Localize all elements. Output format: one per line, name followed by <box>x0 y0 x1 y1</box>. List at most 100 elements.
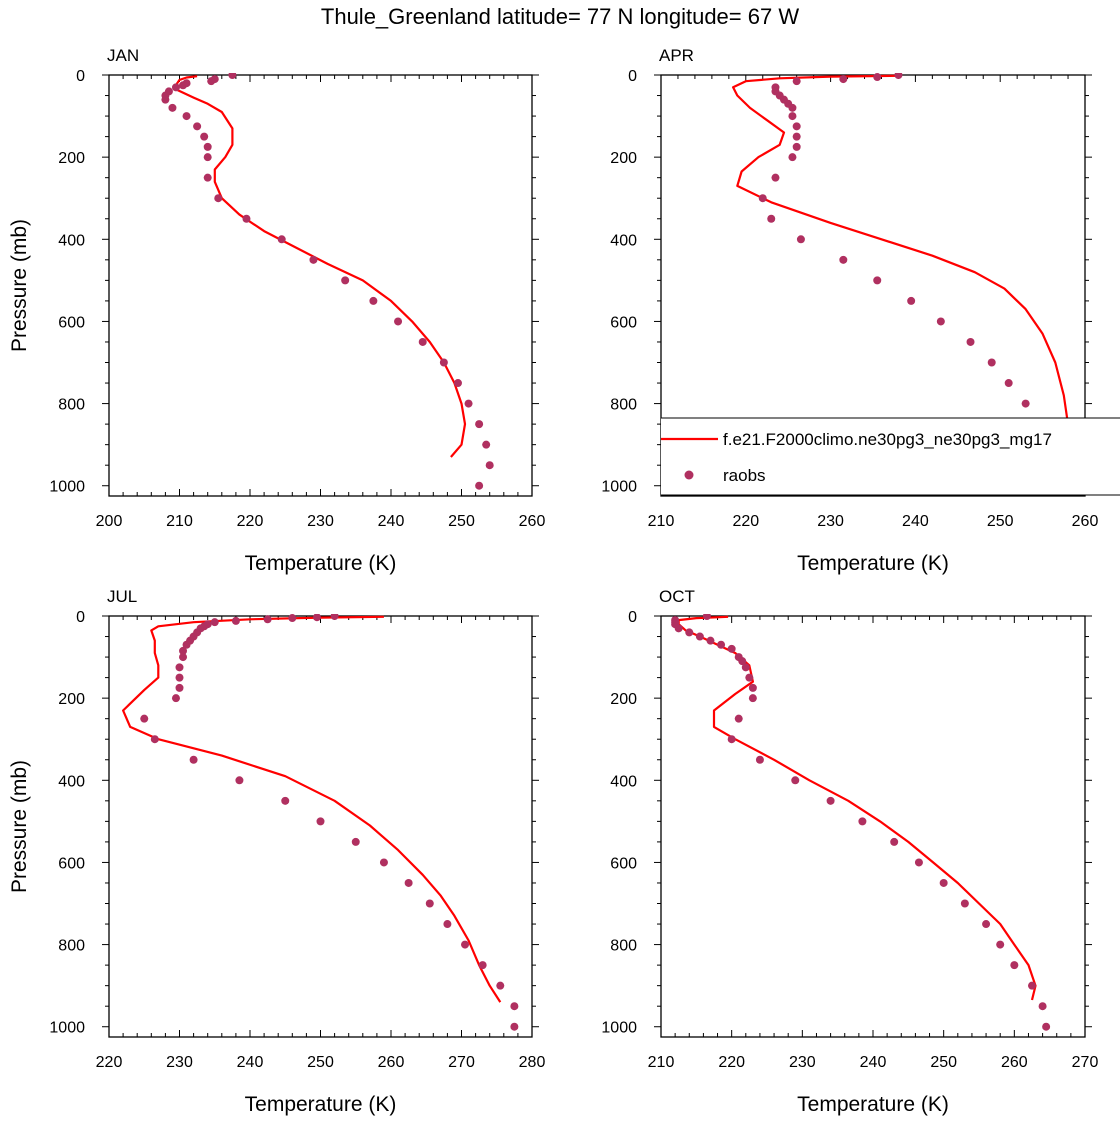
raobs-point <box>171 83 180 92</box>
panel-title: JUL <box>107 587 137 606</box>
raobs-point <box>369 296 378 305</box>
raobs-point <box>982 920 991 929</box>
raobs-point <box>175 673 184 682</box>
x-tick-label: 250 <box>987 513 1014 530</box>
raobs-point <box>788 153 797 162</box>
plot-data <box>161 73 494 490</box>
plot-data <box>122 614 519 1031</box>
raobs-point <box>461 940 470 949</box>
raobs-point <box>1038 1002 1047 1011</box>
raobs-point <box>839 255 848 264</box>
raobs-point <box>741 663 750 672</box>
x-tick-label: 250 <box>448 513 475 530</box>
x-tick-label: 210 <box>166 513 193 530</box>
raobs-point <box>960 899 969 908</box>
x-tick-label: 240 <box>860 1054 887 1071</box>
plot-frame <box>108 74 533 497</box>
y-tick-label: 200 <box>610 150 637 167</box>
panel-title: APR <box>659 46 694 65</box>
legend-background <box>661 418 1120 495</box>
y-tick-label: 400 <box>610 232 637 249</box>
y-tick-label: 400 <box>610 773 637 790</box>
raobs-point <box>439 358 448 367</box>
x-axis-label: Temperature (K) <box>797 552 949 575</box>
raobs-point <box>695 632 704 641</box>
raobs-point <box>738 657 747 666</box>
raobs-point <box>175 683 184 692</box>
raobs-point <box>175 663 184 672</box>
y-tick-label: 400 <box>58 232 85 249</box>
x-tick-label: 240 <box>902 513 929 530</box>
raobs-point <box>179 81 188 90</box>
raobs-point <box>727 644 736 653</box>
raobs-point <box>443 920 452 929</box>
raobs-point <box>717 640 726 649</box>
x-tick-label: 270 <box>1072 1054 1099 1071</box>
raobs-point <box>404 878 413 887</box>
y-tick-label: 1000 <box>49 1020 85 1037</box>
raobs-point <box>281 796 290 805</box>
raobs-point <box>674 624 683 633</box>
raobs-point <box>309 255 318 264</box>
raobs-point <box>792 77 801 86</box>
figure-title: Thule_Greenland latitude= 77 N longitude… <box>320 4 800 29</box>
raobs-point <box>485 461 494 470</box>
raobs-point <box>510 1022 519 1031</box>
y-tick-label: 1000 <box>601 479 637 496</box>
y-axis-label: Pressure (mb) <box>8 760 31 893</box>
y-axis-label: Pressure (mb) <box>8 219 31 352</box>
raobs-point <box>996 940 1005 949</box>
raobs-point <box>200 132 209 141</box>
x-tick-label: 260 <box>519 513 546 530</box>
plot-frame <box>660 615 1086 1038</box>
model-series-line <box>677 615 1037 1001</box>
plot-frame <box>108 615 533 1038</box>
raobs-point <box>341 276 350 285</box>
raobs-point <box>482 440 491 449</box>
y-tick-label: 0 <box>628 609 637 626</box>
raobs-point <box>788 103 797 112</box>
raobs-point <box>907 296 916 305</box>
y-tick-label: 0 <box>76 609 85 626</box>
raobs-point <box>478 961 487 970</box>
raobs-point <box>873 73 882 82</box>
x-tick-label: 230 <box>817 513 844 530</box>
raobs-point <box>288 614 297 623</box>
x-tick-label: 220 <box>237 513 264 530</box>
raobs-point <box>890 837 899 846</box>
raobs-point <box>788 112 797 121</box>
raobs-point <box>792 132 801 141</box>
panel-title: JAN <box>107 46 139 65</box>
raobs-point <box>179 646 188 655</box>
raobs-point <box>189 755 198 764</box>
raobs-point <box>228 73 237 79</box>
raobs-point <box>771 173 780 182</box>
raobs-point <box>748 694 757 703</box>
y-tick-label: 800 <box>58 938 85 955</box>
raobs-point <box>758 194 767 203</box>
raobs-point <box>330 614 339 620</box>
raobs-point <box>453 379 462 388</box>
raobs-point <box>242 214 251 223</box>
x-tick-label: 230 <box>166 1054 193 1071</box>
raobs-point <box>496 981 505 990</box>
raobs-point <box>1010 961 1019 970</box>
raobs-point <box>767 214 776 223</box>
raobs-point <box>464 399 473 408</box>
raobs-point <box>179 653 188 662</box>
y-tick-label: 1000 <box>601 1020 637 1037</box>
raobs-point <box>727 735 736 744</box>
raobs-point <box>734 714 743 723</box>
raobs-point <box>894 73 903 79</box>
x-tick-label: 250 <box>307 1054 334 1071</box>
y-tick-label: 600 <box>610 855 637 872</box>
raobs-point <box>203 153 212 162</box>
raobs-point <box>231 616 240 625</box>
raobs-point <box>858 817 867 826</box>
raobs-point <box>702 614 711 620</box>
raobs-point <box>706 636 715 645</box>
raobs-point <box>936 317 945 326</box>
raobs-point <box>394 317 403 326</box>
raobs-point <box>203 173 212 182</box>
panel-jul: 220 230 240 250 260 270 280 0 200 400 600 800 1000 JU… <box>8 587 545 1116</box>
